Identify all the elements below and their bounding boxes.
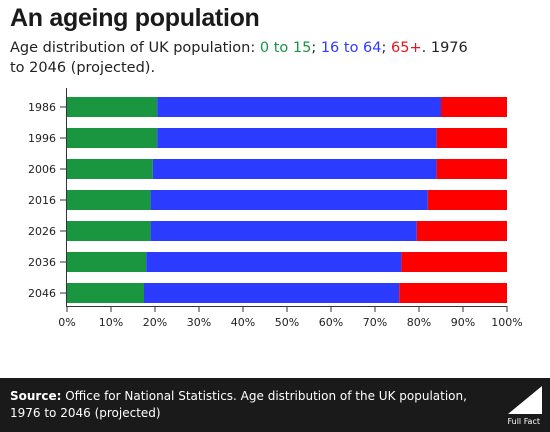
source-note: Source: Office for National Statistics. …: [10, 388, 480, 422]
bar-2016-series-3: [427, 190, 507, 210]
chart-title: An ageing population: [10, 4, 260, 32]
y-tick-label-2016: 2016: [28, 194, 56, 207]
bar-1986-series-1: [67, 97, 158, 117]
stacked-bar-chart: 1986 1996 2006 2016 2026 2036 2046 0% 10% 20% 30% 4…: [28, 88, 523, 329]
bar-2036-series-1: [67, 252, 147, 272]
x-tick-label-10: 100%: [491, 316, 522, 329]
bar-2026-series-2: [150, 221, 417, 241]
subtitle-prefix: Age distribution of UK population:: [10, 40, 260, 56]
bar-2006-series-3: [436, 159, 507, 179]
footer: Source: Office for National Statistics. …: [0, 378, 550, 432]
legend-65-plus: 65+: [391, 40, 422, 56]
bar-2006-series-2: [152, 159, 437, 179]
y-tick-label-2046: 2046: [28, 287, 56, 300]
full-fact-logo: Full Fact: [507, 386, 542, 426]
y-tick-label-1996: 1996: [28, 132, 56, 145]
bar-1986-series-2: [157, 97, 441, 117]
bar-1996-series-1: [67, 128, 158, 148]
bar-2036-series-2: [146, 252, 402, 272]
bar-1996-series-3: [436, 128, 507, 148]
x-tick-label-1: 10%: [99, 316, 123, 329]
subtitle-sep-2: ;: [381, 40, 392, 56]
subtitle-sep-1: ;: [311, 40, 321, 56]
source-text: Office for National Statistics. Age dist…: [10, 389, 467, 420]
source-label: Source:: [10, 389, 62, 403]
x-tick-label-8: 80%: [407, 316, 431, 329]
subtitle-suffix: . 1976 to 2046 (projected).: [10, 40, 468, 76]
bar-2006-series-1: [67, 159, 153, 179]
bar-2046-series-1: [67, 283, 144, 303]
bar-2026-series-3: [416, 221, 507, 241]
legend-0-to-15: 0 to 15: [259, 40, 312, 56]
y-tick-label-2026: 2026: [28, 225, 56, 238]
y-tick-label-2036: 2036: [28, 256, 56, 269]
bar-2036-series-3: [401, 252, 507, 272]
x-tick-label-9: 90%: [451, 316, 475, 329]
bar-2026-series-1: [67, 221, 151, 241]
x-tick-label-2: 20%: [143, 316, 167, 329]
y-tick-label-1986: 1986: [28, 101, 56, 114]
x-tick-label-6: 60%: [319, 316, 343, 329]
logo-text: Full Fact: [507, 417, 540, 426]
bar-1996-series-2: [157, 128, 437, 148]
bar-2046-series-2: [144, 283, 400, 303]
bar-2016-series-2: [150, 190, 428, 210]
bar-2046-series-3: [399, 283, 507, 303]
y-tick-label-2006: 2006: [28, 163, 56, 176]
x-tick-label-3: 30%: [187, 316, 211, 329]
bar-1986-series-3: [441, 97, 507, 117]
x-tick-label-5: 50%: [275, 316, 299, 329]
bar-2016-series-1: [67, 190, 151, 210]
legend-16-to-64: 16 to 64: [320, 40, 382, 56]
x-tick-label-7: 70%: [363, 316, 387, 329]
x-tick-label-4: 40%: [231, 316, 255, 329]
x-tick-label-0: 0%: [58, 316, 75, 329]
chart-subtitle: Age distribution of UK population: 0 to …: [10, 38, 480, 78]
